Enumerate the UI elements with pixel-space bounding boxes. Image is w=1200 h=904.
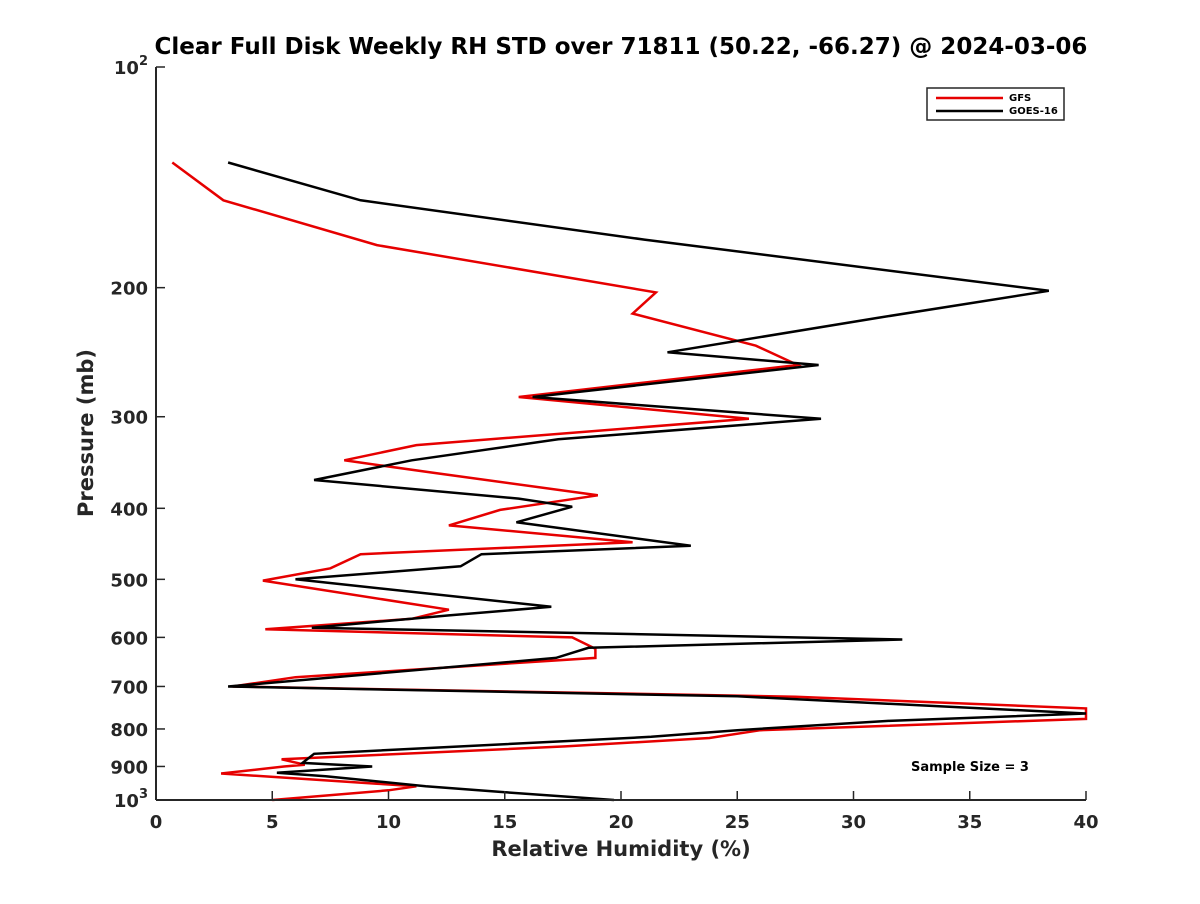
y-tick-label: 900 — [110, 757, 148, 778]
legend: GFS GOES-16 — [926, 87, 1065, 121]
x-ticks: 0 5 10 15 20 25 30 35 40 — [150, 791, 1099, 833]
x-tick-label: 0 — [150, 812, 163, 833]
y-tick-label: 300 — [110, 408, 148, 429]
y-tick-label: 102 — [114, 54, 148, 79]
x-tick-label: 15 — [492, 812, 517, 833]
y-tick-label: 103 — [114, 787, 148, 812]
y-tick-label: 600 — [110, 628, 148, 649]
y-axis-label: Pressure (mb) — [74, 349, 98, 517]
y-tick-label: 400 — [110, 499, 148, 520]
x-tick-label: 10 — [376, 812, 401, 833]
y-ticks: 102 200 300 400 500 600 700 800 900 103 — [110, 54, 165, 812]
x-tick-label: 35 — [957, 812, 982, 833]
legend-box — [926, 87, 1065, 121]
chart-title: Clear Full Disk Weekly RH STD over 71811… — [155, 34, 1088, 60]
legend-label-goes-16: GOES-16 — [1009, 106, 1058, 117]
series-line-goes-16 — [227, 161, 1087, 802]
x-tick-label: 25 — [725, 812, 750, 833]
y-tick-label: 500 — [110, 570, 148, 591]
series-layer — [171, 161, 1088, 802]
y-tick-label: 700 — [110, 677, 148, 698]
x-tick-label: 40 — [1073, 812, 1098, 833]
legend-label-gfs: GFS — [1009, 93, 1031, 104]
x-tick-label: 5 — [266, 812, 279, 833]
x-tick-label: 20 — [608, 812, 633, 833]
x-axis-label: Relative Humidity (%) — [491, 837, 750, 861]
x-tick-label: 30 — [841, 812, 866, 833]
y-tick-label: 800 — [110, 720, 148, 741]
sample-size-annotation: Sample Size = 3 — [911, 760, 1029, 775]
y-tick-label: 200 — [110, 279, 148, 300]
